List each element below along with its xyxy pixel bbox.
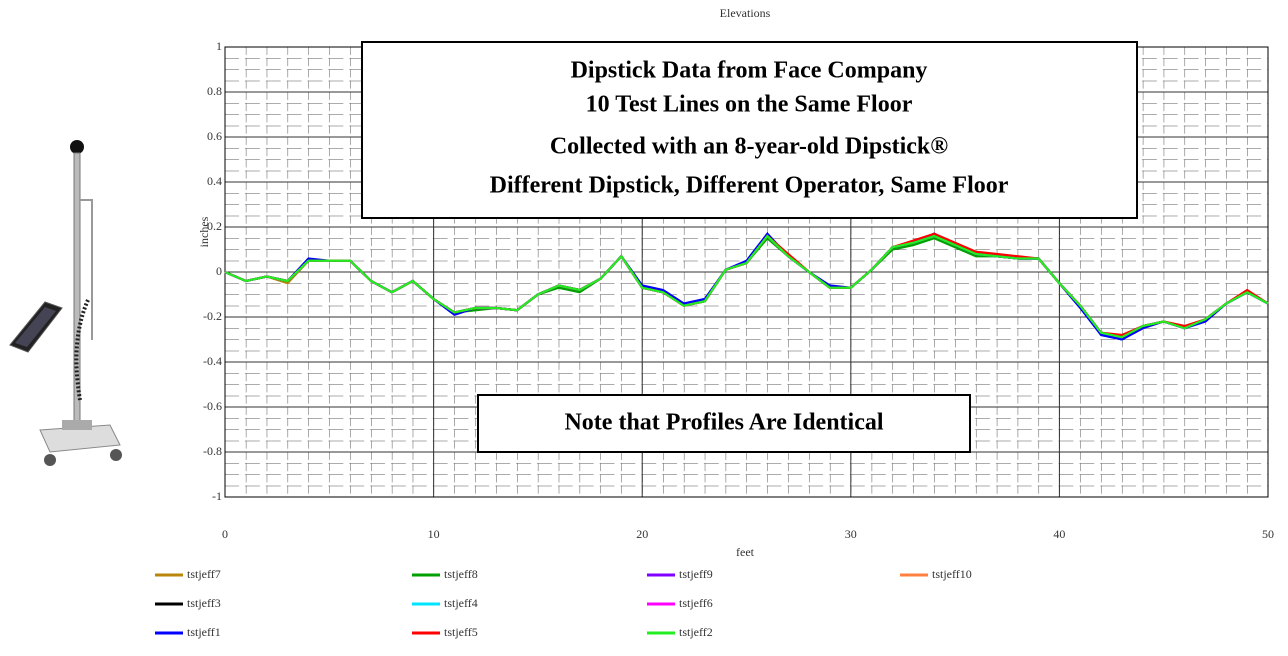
legend-label: tstjeff7 [187, 567, 221, 581]
legend-label: tstjeff9 [679, 567, 713, 581]
note: Note that Profiles Are Identical [564, 410, 883, 436]
y-axis-label: inches [197, 216, 211, 247]
x-tick-label: 0 [222, 527, 228, 541]
legend-label: tstjeff8 [444, 567, 478, 581]
x-tick-label: 20 [636, 527, 648, 541]
chart-title: Elevations [720, 6, 771, 20]
y-tick-label: 1 [216, 39, 222, 53]
y-tick-label: -0.6 [203, 399, 222, 413]
annotation: Dipstick Data from Face Company [571, 58, 928, 84]
annotation-box [361, 41, 1138, 219]
series-line [224, 234, 1269, 339]
y-tick-label: 0 [216, 264, 222, 278]
annotation: 10 Test Lines on the Same Floor [586, 92, 913, 118]
device-illustration [9, 140, 122, 466]
legend-label: tstjeff10 [932, 567, 972, 581]
legend-label: tstjeff1 [187, 625, 221, 639]
note-box [477, 394, 971, 453]
legend-label: tstjeff6 [679, 596, 713, 610]
x-tick-label: 40 [1053, 527, 1065, 541]
y-tick-label: -1 [212, 489, 222, 503]
y-tick-label: 0.6 [207, 129, 222, 143]
y-tick-label: 0.8 [207, 84, 222, 98]
y-tick-label: -0.2 [203, 309, 222, 323]
legend-label: tstjeff3 [187, 596, 221, 610]
y-tick-label: -0.8 [203, 444, 222, 458]
y-tick-label: -0.4 [203, 354, 222, 368]
legend-label: tstjeff4 [444, 596, 478, 610]
x-tick-label: 50 [1262, 527, 1274, 541]
x-tick-label: 30 [845, 527, 857, 541]
legend-label: tstjeff5 [444, 625, 478, 639]
annotation: Collected with an 8-year-old Dipstick® [550, 134, 948, 160]
x-axis-label: feet [736, 545, 755, 559]
legend-label: tstjeff2 [679, 625, 713, 639]
y-tick-label: 0.2 [207, 219, 222, 233]
x-tick-label: 10 [428, 527, 440, 541]
annotation: Different Dipstick, Different Operator, … [490, 173, 1009, 199]
y-tick-label: 0.4 [207, 174, 222, 188]
